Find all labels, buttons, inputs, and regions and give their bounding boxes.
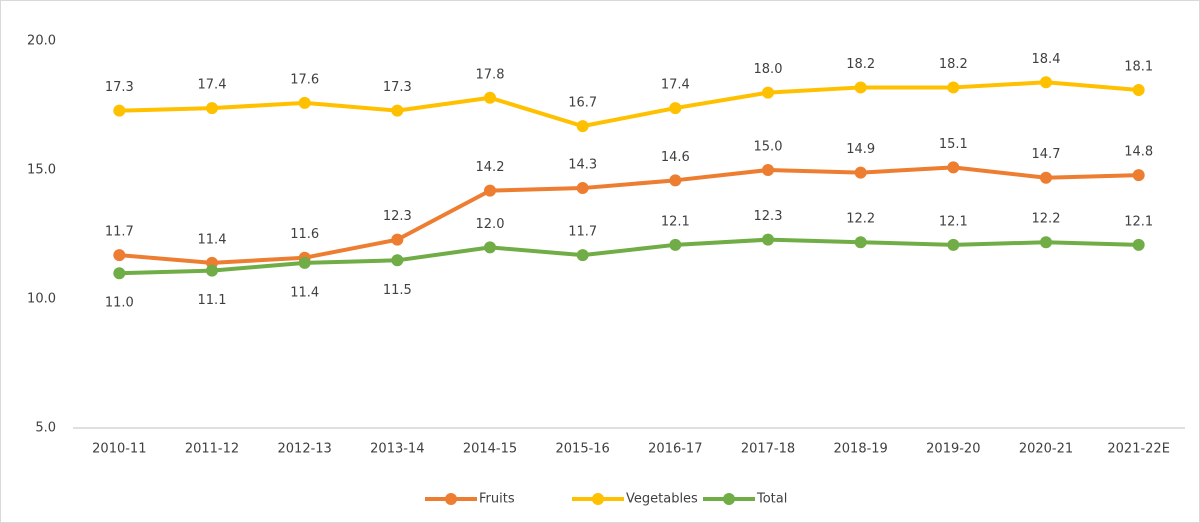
point — [762, 233, 774, 246]
data-label: 14.3 — [568, 158, 597, 173]
point — [669, 174, 682, 187]
x-tick-label: 2017-18 — [741, 442, 795, 457]
point — [947, 238, 960, 251]
point — [762, 164, 774, 176]
x-tick-label: 2019-20 — [926, 442, 980, 457]
x-tick-label: 2010-11 — [92, 442, 146, 457]
series-line — [119, 165, 1139, 265]
data-label: 12.1 — [661, 214, 690, 229]
legend-label: Fruits — [479, 492, 515, 507]
data-label: 16.7 — [568, 96, 597, 111]
data-label: 12.2 — [846, 212, 875, 227]
point — [298, 256, 311, 269]
data-label: 11.6 — [290, 227, 319, 242]
point — [576, 249, 589, 262]
point — [947, 81, 960, 94]
point — [113, 249, 126, 262]
data-label: 17.8 — [476, 67, 505, 82]
data-label: 14.2 — [476, 160, 505, 175]
point — [391, 254, 404, 267]
point — [1132, 169, 1145, 182]
legend-marker — [723, 493, 735, 505]
x-tick-label: 2011-12 — [185, 442, 239, 457]
point — [484, 184, 496, 197]
data-label: 12.1 — [939, 214, 968, 229]
x-tick-label: 2014-15 — [463, 442, 517, 457]
point — [762, 86, 774, 99]
data-label: 14.6 — [661, 150, 690, 165]
point — [113, 104, 126, 117]
data-label: 14.9 — [846, 142, 875, 157]
series-line — [119, 80, 1139, 129]
point — [391, 233, 404, 246]
point — [669, 102, 682, 115]
data-label: 17.4 — [661, 78, 690, 93]
x-tick-label: 2021-22E — [1107, 442, 1170, 457]
series-line — [119, 237, 1139, 276]
x-tick-label: 2018-19 — [834, 442, 888, 457]
point — [206, 102, 218, 115]
data-label: 18.4 — [1032, 52, 1061, 67]
point — [113, 267, 126, 280]
data-label: 11.4 — [198, 232, 227, 247]
point — [576, 120, 589, 133]
data-label: 12.3 — [383, 209, 412, 224]
point — [484, 241, 496, 254]
data-label: 17.4 — [198, 78, 227, 93]
point — [854, 166, 867, 179]
data-label: 17.3 — [383, 80, 412, 95]
data-label: 11.7 — [568, 225, 597, 240]
point — [484, 91, 496, 104]
point — [1132, 238, 1145, 251]
y-tick-label: 20.0 — [27, 34, 56, 49]
data-label: 18.2 — [846, 57, 875, 72]
point — [298, 96, 311, 109]
legend-label: Vegetables — [626, 492, 698, 507]
legend-label: Total — [756, 492, 787, 507]
x-tick-label: 2016-17 — [648, 442, 702, 457]
data-label: 18.0 — [754, 62, 783, 77]
point — [854, 81, 867, 94]
data-label: 14.8 — [1124, 145, 1153, 160]
point — [206, 264, 218, 277]
data-label: 12.2 — [1032, 212, 1061, 227]
point — [1040, 236, 1052, 249]
point — [947, 161, 960, 174]
data-label: 15.1 — [939, 137, 968, 152]
x-tick-label: 2012-13 — [278, 442, 332, 457]
data-label: 12.1 — [1124, 214, 1153, 229]
data-label: 17.6 — [290, 72, 319, 87]
data-label: 11.7 — [105, 225, 134, 240]
y-tick-label: 10.0 — [27, 292, 56, 307]
y-tick-label: 5.0 — [35, 421, 56, 436]
data-label: 18.2 — [939, 57, 968, 72]
legend-marker — [592, 493, 604, 505]
x-tick-label: 2013-14 — [370, 442, 424, 457]
point — [1040, 76, 1052, 89]
y-tick-label: 15.0 — [27, 163, 56, 178]
data-label: 14.7 — [1032, 147, 1061, 162]
point — [1132, 84, 1145, 97]
point — [669, 238, 682, 251]
point — [854, 236, 867, 249]
point — [576, 182, 589, 195]
legend-marker — [445, 493, 457, 505]
point — [1040, 171, 1052, 184]
data-label: 17.3 — [105, 80, 134, 95]
data-label: 18.1 — [1124, 60, 1153, 75]
data-label: 11.0 — [105, 296, 134, 311]
data-label: 11.4 — [290, 285, 319, 300]
x-tick-label: 2020-21 — [1019, 442, 1073, 457]
data-label: 12.3 — [754, 209, 783, 224]
data-label: 12.0 — [476, 217, 505, 232]
data-label: 11.5 — [383, 283, 412, 298]
data-label: 15.0 — [754, 140, 783, 155]
data-label: 11.1 — [198, 293, 227, 308]
point — [391, 104, 404, 117]
x-tick-label: 2015-16 — [556, 442, 610, 457]
